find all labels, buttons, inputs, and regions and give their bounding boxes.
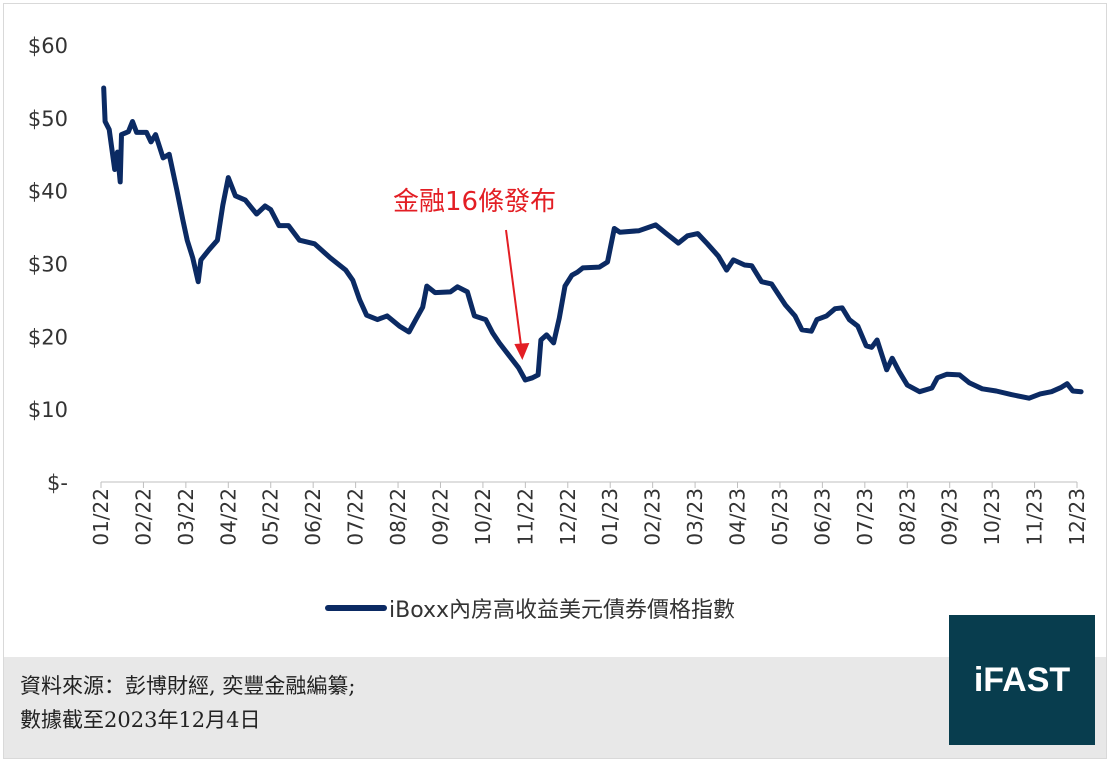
logo-text: iFAST [973, 660, 1071, 699]
data-date-note: 數據截至2023年12月4日 [20, 708, 261, 732]
x-tick-label: 01/22 [89, 488, 113, 546]
x-tick-label: 12/22 [556, 488, 580, 546]
y-axis: $- $10 $20 $30 $40 $50 $60 [28, 34, 68, 495]
y-tick-label: $50 [28, 107, 68, 131]
x-tick-label: 03/22 [174, 488, 198, 546]
x-tick-label: 05/23 [768, 488, 792, 546]
y-tick-label: $40 [28, 180, 68, 204]
x-tick-label: 09/22 [428, 488, 452, 546]
x-tick-label: 10/23 [980, 488, 1004, 546]
x-tick-label: 06/23 [810, 488, 834, 546]
legend-swatch [325, 605, 387, 611]
x-tick-label: 12/23 [1065, 488, 1089, 546]
legend-label: iBoxx內房高收益美元債券價格指數 [389, 598, 736, 623]
annotation-label: 金融16條發布 [393, 187, 556, 217]
x-tick-label: 01/23 [598, 488, 622, 546]
x-tick-label: 11/23 [1023, 488, 1047, 546]
x-tick-label: 11/22 [513, 488, 537, 546]
annotation-arrow-line [505, 229, 523, 349]
x-tick-label: 04/23 [726, 488, 750, 546]
source-note: 資料來源：彭博財經, 奕豐金融編纂; [20, 674, 356, 698]
x-tick-label: 07/23 [853, 488, 877, 546]
x-tick-label: 04/22 [216, 488, 240, 546]
y-tick-label: $60 [28, 34, 68, 58]
ifast-logo: iFAST [949, 615, 1095, 745]
x-tick-label: 08/23 [895, 488, 919, 546]
legend: iBoxx內房高收益美元債券價格指數 [325, 592, 735, 624]
footer: 資料來源：彭博財經, 奕豐金融編纂; 數據截至2023年12月4日 [4, 657, 1106, 758]
x-tick-label: 08/22 [386, 488, 410, 546]
footer-text: 資料來源：彭博財經, 奕豐金融編纂; 數據截至2023年12月4日 [20, 669, 355, 737]
series-line [101, 85, 1084, 401]
x-tick-label: 03/23 [683, 488, 707, 546]
y-tick-label: $20 [28, 325, 68, 349]
x-tick-label: 02/22 [131, 488, 155, 546]
x-tick-label: 10/22 [471, 488, 495, 546]
y-tick-label: $- [47, 471, 68, 495]
x-tick-label: 09/23 [938, 488, 962, 546]
chart-frame [3, 3, 1107, 759]
y-tick-label: $10 [28, 398, 68, 422]
annotation-arrow-head [514, 343, 530, 361]
x-tick-label: 02/23 [641, 488, 665, 546]
annotation: 金融16條發布 [393, 187, 556, 361]
x-tick-label: 05/22 [259, 488, 283, 546]
x-tick-label: 06/22 [301, 488, 325, 546]
x-axis: 01/22 02/22 03/22 04/22 05/22 06/22 07/22 08/22… [89, 482, 1089, 546]
x-tick-label: 07/22 [344, 488, 368, 546]
y-tick-label: $30 [28, 253, 68, 277]
